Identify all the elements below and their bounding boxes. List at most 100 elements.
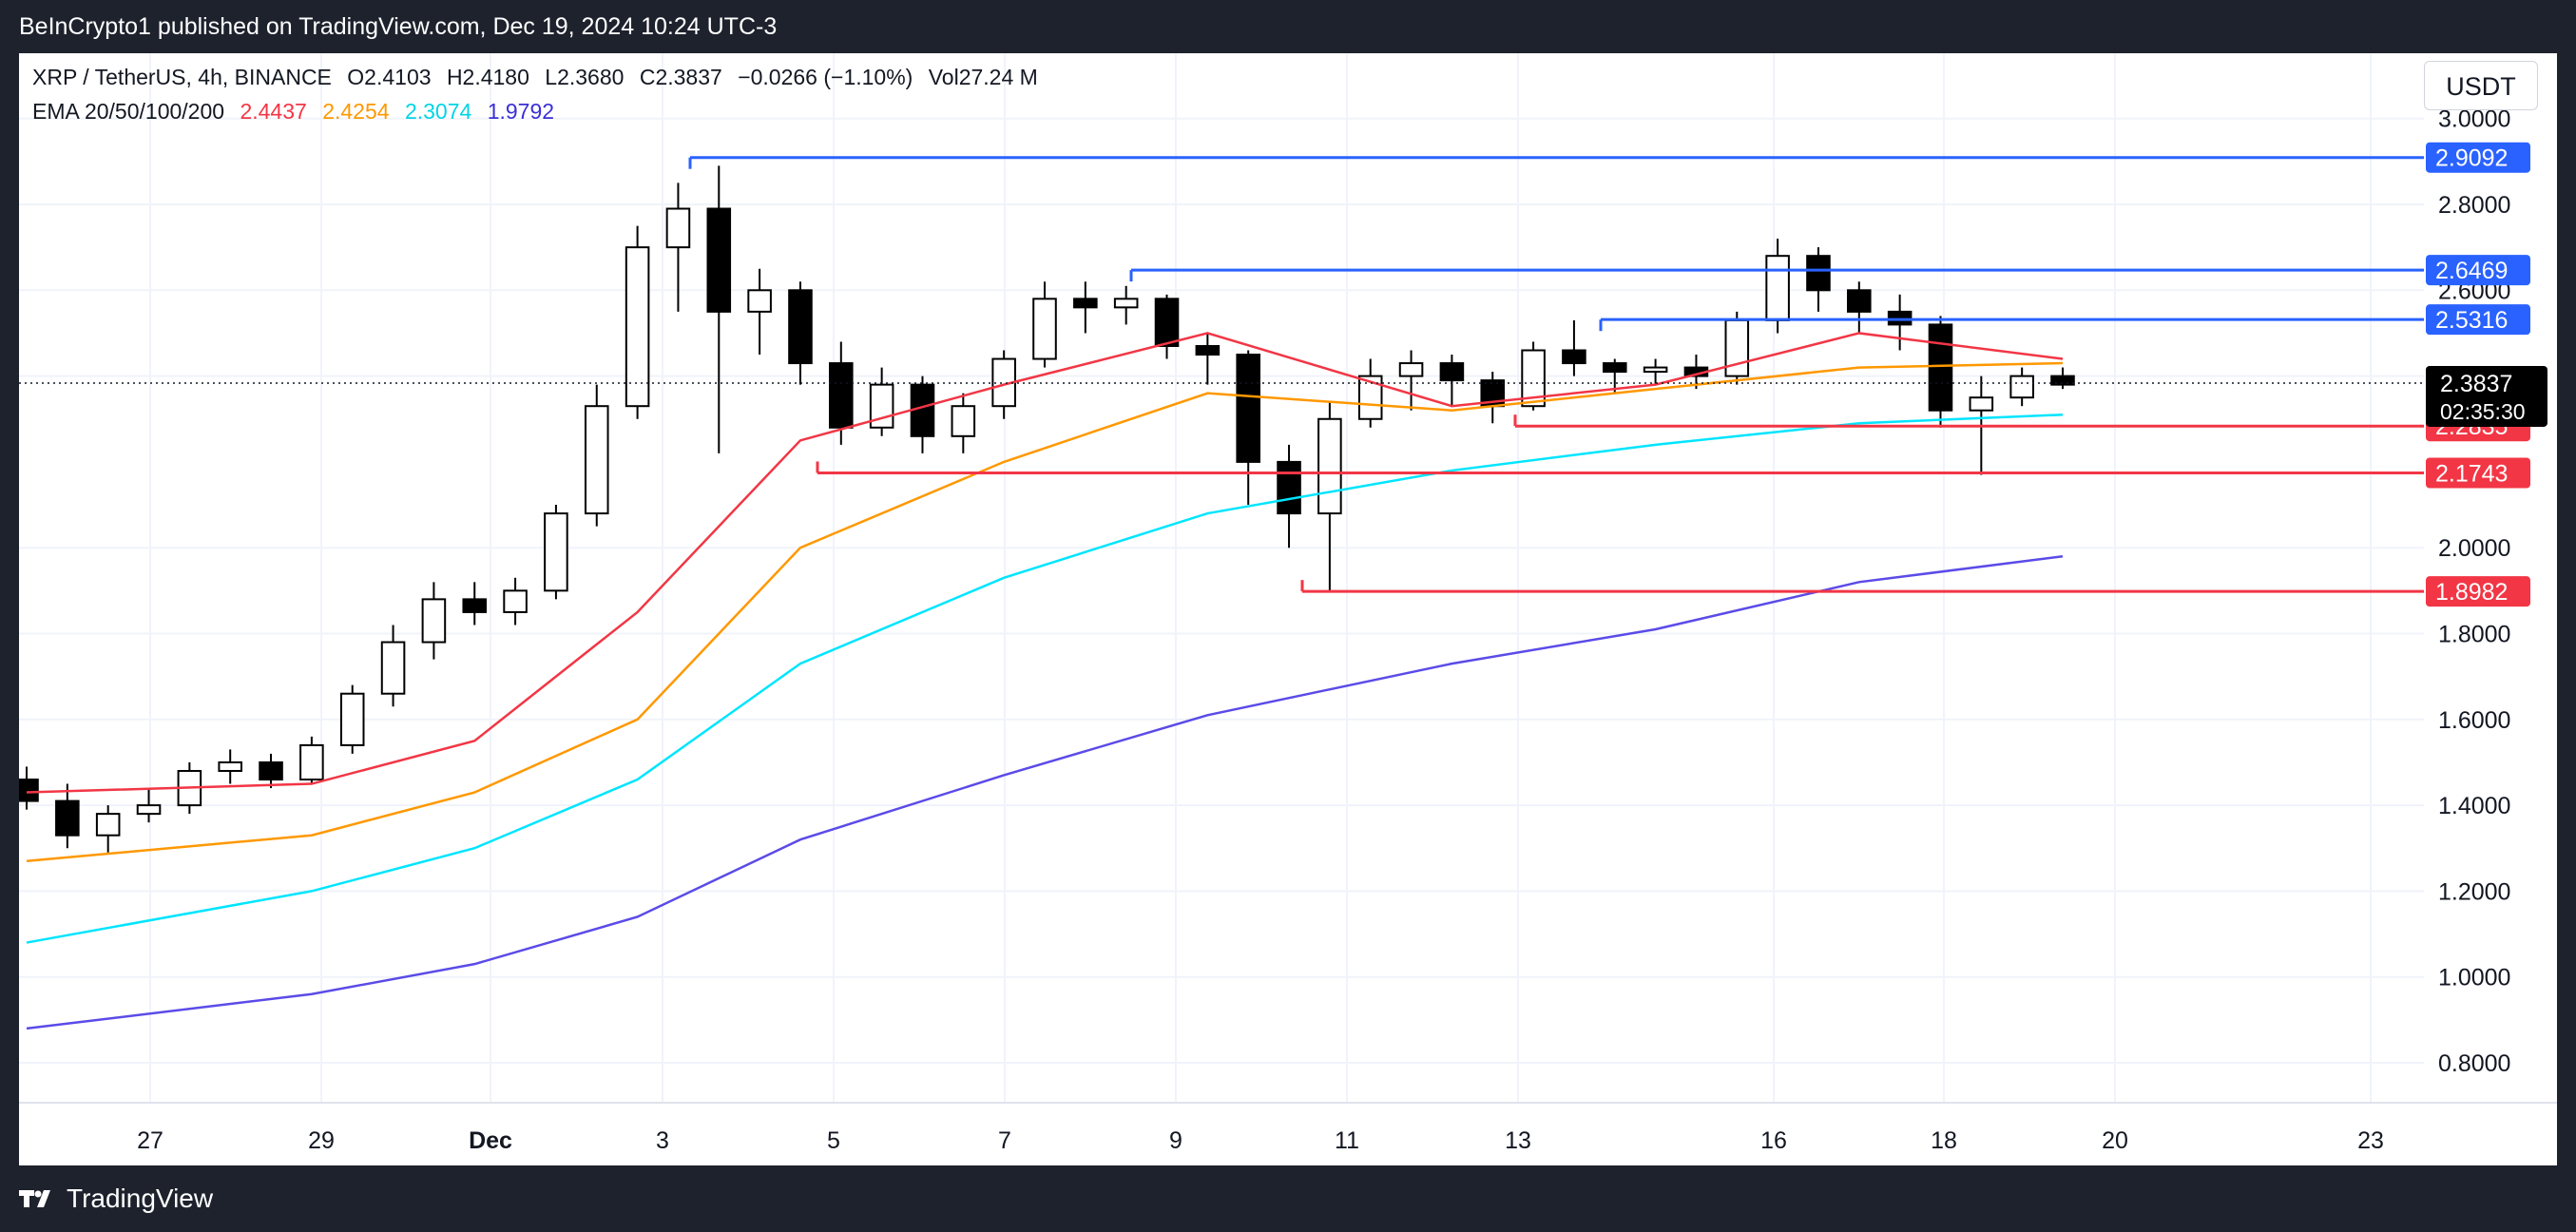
y-tick-label: 1.8000: [2438, 622, 2510, 648]
candle-body: [1847, 289, 1872, 313]
candle-body: [1277, 460, 1301, 515]
candle-body: [218, 760, 242, 772]
candle-body: [788, 289, 813, 365]
volume-value: Vol27.24 M: [928, 65, 1038, 89]
candle-body: [747, 289, 772, 313]
candle-body: [503, 589, 528, 613]
candle-body: [1887, 310, 1913, 326]
current-price-badge: [2426, 365, 2547, 427]
tradingview-logo-icon[interactable]: [19, 1188, 57, 1209]
resistance-price-label: 2.5316: [2435, 307, 2508, 334]
ema200-value: 1.9792: [487, 99, 555, 124]
candle-body: [421, 598, 447, 644]
resistance-price-badge: [2426, 142, 2530, 173]
x-tick-label: 18: [1931, 1127, 1957, 1154]
candle-body: [55, 799, 80, 837]
x-tick-label: 5: [827, 1127, 840, 1154]
candle-body: [462, 598, 488, 613]
y-tick-label: 1.0000: [2438, 965, 2510, 991]
x-tick-label: 23: [2357, 1127, 2384, 1154]
candle-body: [1643, 366, 1668, 374]
candle-body: [951, 405, 976, 437]
support-price-label: 2.1743: [2435, 461, 2508, 488]
symbol-name[interactable]: XRP / TetherUS, 4h, BINANCE: [32, 65, 332, 89]
ema20-line: [26, 332, 2064, 794]
candle-body: [1154, 298, 1180, 347]
candle-body: [2009, 375, 2034, 399]
x-tick-label: 20: [2102, 1127, 2128, 1154]
candle-body: [1439, 362, 1465, 382]
low-value: L2.3680: [545, 65, 625, 89]
candle-body: [1032, 298, 1057, 360]
countdown-label: 02:35:30: [2440, 399, 2526, 424]
x-tick-label: 11: [1335, 1127, 1359, 1154]
x-tick-label: Dec: [469, 1127, 512, 1154]
current-price-label: 2.3837: [2440, 371, 2512, 397]
x-tick-label: 7: [998, 1127, 1011, 1154]
ema20-value: 2.4437: [240, 99, 307, 124]
candle-body: [95, 813, 121, 837]
y-tick-label: 1.6000: [2438, 707, 2510, 734]
publisher-header: BeInCrypto1 published on TradingView.com…: [19, 13, 778, 40]
candle-body: [1562, 349, 1586, 365]
support-price-label: 1.8982: [2435, 579, 2508, 606]
resistance-price-label: 2.9092: [2435, 145, 2508, 172]
ema50-value: 2.4254: [322, 99, 390, 124]
ema-legend: EMA 20/50/100/200 2.4437 2.4254 2.3074 1…: [32, 99, 564, 125]
x-tick-label: 16: [1760, 1127, 1787, 1154]
ema100-line: [26, 413, 2064, 944]
tradingview-brand[interactable]: TradingView: [67, 1184, 214, 1213]
chart-panel[interactable]: 3.00002.80002.60002.40002.00001.80001.60…: [19, 53, 2557, 1165]
ema-label[interactable]: EMA 20/50/100/200: [32, 99, 225, 124]
open-value: O2.4103: [347, 65, 432, 89]
x-tick-label: 3: [656, 1127, 669, 1154]
candle-body: [910, 383, 935, 437]
high-value: H2.4180: [446, 65, 529, 89]
candle-body: [259, 760, 283, 781]
candle-body: [380, 641, 406, 695]
y-tick-label: 2.0000: [2438, 535, 2510, 562]
x-tick-label: 13: [1505, 1127, 1531, 1154]
candle-body: [1521, 349, 1546, 408]
resistance-price-label: 2.6469: [2435, 258, 2508, 284]
y-tick-label: 3.0000: [2438, 106, 2510, 133]
ema50-line: [26, 361, 2064, 863]
candle-body: [1398, 362, 1424, 377]
ema200-line: [26, 554, 2064, 1030]
resistance-price-badge: [2426, 304, 2530, 336]
candle-body: [544, 512, 568, 592]
candle-body: [1969, 396, 1994, 412]
y-tick-label: 1.4000: [2438, 793, 2510, 819]
support-price-badge: [2426, 576, 2530, 607]
symbol-legend: XRP / TetherUS, 4h, BINANCE O2.4103 H2.4…: [32, 65, 1048, 90]
y-tick-label: 0.8000: [2438, 1050, 2510, 1077]
candle-body: [1928, 323, 1953, 412]
candle-body: [625, 246, 650, 408]
candle-body: [1724, 318, 1750, 377]
support-price-badge: [2426, 457, 2530, 489]
x-tick-label: 9: [1169, 1127, 1182, 1154]
y-tick-label: 2.8000: [2438, 192, 2510, 219]
candle-body: [1195, 344, 1221, 356]
candle-body: [1806, 255, 1831, 292]
candle-body: [1765, 255, 1790, 321]
change-value: −0.0266 (−1.10%): [738, 65, 913, 89]
y-tick-label: 1.2000: [2438, 878, 2510, 905]
close-value: C2.3837: [639, 65, 722, 89]
footer-bar: TradingView: [0, 1165, 2576, 1232]
currency-button[interactable]: USDT: [2424, 61, 2538, 110]
x-tick-label: 29: [308, 1127, 335, 1154]
candle-body: [1073, 298, 1098, 309]
price-chart[interactable]: 3.00002.80002.60002.40002.00001.80001.60…: [19, 53, 2557, 1165]
x-tick-label: 27: [137, 1127, 163, 1154]
candle-body: [19, 779, 39, 802]
candle-body: [1357, 375, 1383, 420]
candle-body: [829, 362, 854, 429]
candle-body: [299, 743, 324, 781]
resistance-price-badge: [2426, 255, 2530, 286]
candle-body: [1113, 298, 1139, 309]
candle-body: [1602, 362, 1627, 374]
candle-body: [665, 207, 691, 249]
candle-body: [1236, 354, 1260, 463]
candle-body: [706, 207, 732, 313]
